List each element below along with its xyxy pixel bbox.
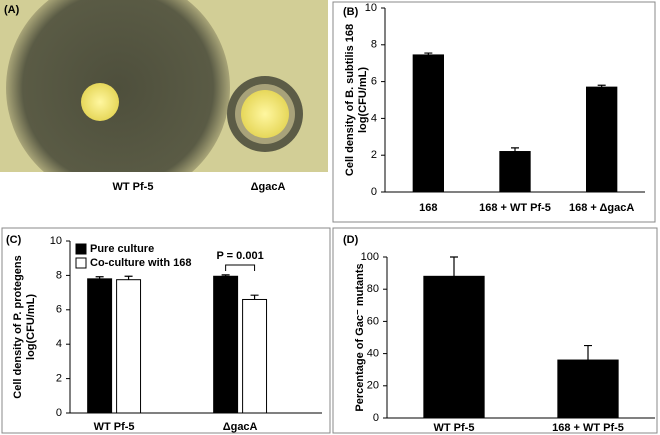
y-tick-label: 0 bbox=[371, 186, 377, 198]
photo-caption: ΔgacA bbox=[251, 181, 286, 193]
x-tick-label: 168 + WT Pf-5 bbox=[552, 422, 624, 434]
legend-label: Co-culture with 168 bbox=[90, 257, 191, 269]
bar bbox=[242, 298, 268, 414]
y-tick-label: 40 bbox=[367, 348, 379, 360]
panel-label: (C) bbox=[6, 234, 22, 246]
legend-label: Pure culture bbox=[90, 243, 154, 255]
bar bbox=[586, 86, 618, 193]
x-tick-label: ΔgacA bbox=[223, 421, 258, 433]
y-tick-label: 100 bbox=[361, 251, 379, 263]
photo-caption: WT Pf-5 bbox=[113, 181, 154, 193]
bar bbox=[116, 279, 142, 414]
panel-label: (B) bbox=[343, 6, 359, 18]
bar bbox=[499, 151, 531, 193]
bar bbox=[213, 275, 239, 414]
error-bar bbox=[584, 344, 592, 361]
bar bbox=[557, 359, 619, 419]
panel-frame bbox=[332, 227, 658, 434]
panel-frame bbox=[332, 1, 656, 223]
y-tick-label: 6 bbox=[371, 76, 377, 88]
error-bar bbox=[250, 294, 259, 300]
y-tick-label: 4 bbox=[56, 338, 62, 350]
panel-frame bbox=[1, 227, 331, 434]
y-tick-label: 20 bbox=[367, 380, 379, 392]
y-tick-label: 0 bbox=[373, 412, 379, 424]
y-axis-label: log(CFU/mL) bbox=[357, 67, 369, 133]
y-tick-label: 4 bbox=[371, 112, 377, 124]
x-tick-label: 168 + ΔgacA bbox=[569, 202, 634, 214]
error-bar bbox=[597, 84, 606, 88]
annotation: P = 0.001 bbox=[216, 250, 263, 262]
x-tick-label: WT Pf-5 bbox=[434, 422, 475, 434]
y-axis-label: log(CFU/mL) bbox=[25, 294, 37, 360]
bar bbox=[87, 278, 113, 414]
panel-label: (D) bbox=[343, 234, 359, 246]
x-tick-label: 168 bbox=[419, 202, 437, 214]
x-tick-label: WT Pf-5 bbox=[94, 421, 135, 433]
y-tick-label: 60 bbox=[367, 315, 379, 327]
y-axis-label: Cell density of P. protegens bbox=[12, 255, 24, 398]
bar bbox=[423, 275, 485, 419]
x-tick-label: 168 + WT Pf-5 bbox=[479, 202, 551, 214]
y-tick-label: 0 bbox=[56, 407, 62, 419]
error-bar bbox=[424, 52, 433, 55]
error-bar bbox=[95, 276, 104, 279]
significance-bracket bbox=[225, 264, 256, 271]
error-bar bbox=[221, 274, 230, 277]
y-axis-label: Cell density of B. subtilis 168 bbox=[344, 24, 356, 176]
y-tick-label: 8 bbox=[371, 39, 377, 51]
y-tick-label: 2 bbox=[56, 373, 62, 385]
y-tick-label: 80 bbox=[367, 283, 379, 295]
panel-label: (A) bbox=[4, 4, 20, 16]
y-tick-label: 6 bbox=[56, 304, 62, 316]
error-bar bbox=[124, 275, 133, 280]
legend-swatch bbox=[75, 243, 87, 255]
y-tick-label: 8 bbox=[56, 269, 62, 281]
y-tick-label: 10 bbox=[365, 2, 377, 14]
y-tick-label: 10 bbox=[50, 235, 62, 247]
error-bar bbox=[511, 147, 519, 152]
y-tick-label: 2 bbox=[371, 149, 377, 161]
plate-photo bbox=[0, 0, 328, 172]
error-bar bbox=[450, 256, 458, 277]
bar bbox=[412, 54, 444, 193]
y-axis-label: Percentage of Gac⁻ mutants bbox=[354, 263, 366, 411]
legend-swatch bbox=[75, 257, 87, 269]
